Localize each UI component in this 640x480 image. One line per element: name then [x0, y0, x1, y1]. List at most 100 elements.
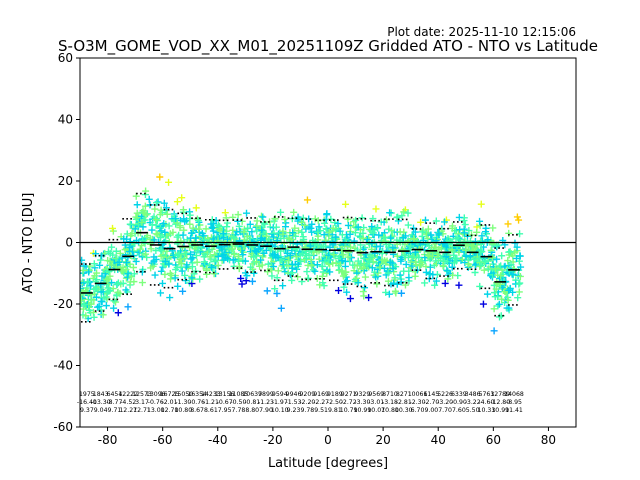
scatter-point	[216, 226, 224, 234]
scatter-point	[122, 274, 130, 282]
bin-std-label: 13.00	[147, 407, 165, 414]
scatter-point	[494, 302, 502, 310]
scatter-point	[303, 268, 311, 276]
scatter-point	[181, 271, 189, 279]
bin-count-label: 13156	[215, 391, 235, 398]
scatter-point	[509, 252, 517, 260]
scatter-point	[437, 254, 445, 262]
scatter-point	[516, 279, 524, 287]
bin-mean-label: -13.30	[91, 399, 111, 406]
y-tick-label: -40	[53, 359, 73, 373]
scatter-point	[455, 281, 463, 289]
scatter-point	[412, 261, 420, 269]
scatter-point	[509, 270, 517, 278]
scatter-point	[83, 278, 91, 286]
scatter-point	[250, 269, 258, 277]
scatter-point	[342, 200, 350, 208]
scatter-point	[94, 303, 102, 311]
scatter-point	[509, 288, 517, 296]
scatter-point	[398, 212, 406, 220]
scatter-point	[341, 257, 349, 265]
scatter-point	[242, 269, 250, 277]
scatter-point	[264, 268, 272, 276]
scatter-point	[158, 279, 166, 287]
scatter-point	[314, 232, 322, 240]
scatter-point	[178, 267, 186, 275]
scatter-point	[223, 235, 231, 243]
scatter-point	[126, 220, 134, 228]
scatter-point	[157, 234, 165, 242]
scatter-point	[369, 215, 377, 223]
scatter-point	[129, 264, 137, 272]
scatter-point	[514, 294, 522, 302]
scatter-point	[463, 232, 471, 240]
scatter-point	[329, 239, 337, 247]
scatter-point	[211, 258, 219, 266]
scatter-point	[505, 251, 513, 259]
scatter-point	[258, 261, 266, 269]
scatter-point	[516, 230, 524, 238]
scatter-point	[110, 304, 118, 312]
bin-count-label: 1975	[79, 391, 95, 398]
scatter-point	[85, 268, 93, 276]
scatter-point	[257, 256, 265, 264]
x-tick-label: 40	[431, 433, 446, 447]
scatter-point	[498, 295, 506, 303]
scatter-point	[187, 234, 195, 242]
scatter-point	[152, 216, 160, 224]
scatter-point	[157, 267, 165, 275]
scatter-point	[376, 263, 384, 271]
scatter-point	[365, 294, 373, 302]
scatter-point	[477, 200, 485, 208]
scatter-point	[466, 252, 474, 260]
scatter-point	[253, 258, 261, 266]
scatter-point	[308, 228, 316, 236]
scatter-point	[442, 253, 450, 261]
scatter-point	[104, 284, 112, 292]
scatter-point	[332, 233, 340, 241]
scatter-point	[281, 223, 289, 231]
scatter-point	[389, 264, 397, 272]
bin-count-label: 8271	[396, 391, 412, 398]
scatter-point	[330, 251, 338, 259]
scatter-point	[147, 264, 155, 272]
scatter-point	[273, 274, 281, 282]
scatter-point	[153, 199, 161, 207]
scatter-point	[365, 258, 373, 266]
scatter-point	[264, 260, 272, 268]
bin-std-label: 7.95	[218, 407, 232, 414]
bin-mean-label: -1.23	[258, 399, 274, 406]
scatter-point	[432, 277, 440, 285]
scatter-point	[193, 215, 201, 223]
scatter-point	[457, 256, 465, 264]
scatter-point	[115, 258, 123, 266]
scatter-point	[460, 217, 468, 225]
scatter-point	[329, 224, 337, 232]
scatter-point	[269, 263, 277, 271]
bin-std-label: 12.27	[119, 407, 137, 414]
scatter-point	[421, 279, 429, 287]
scatter-point	[165, 178, 173, 186]
scatter-point	[95, 302, 103, 310]
scatter-point	[180, 215, 188, 223]
scatter-point	[198, 229, 206, 237]
scatter-point	[440, 240, 448, 248]
scatter-point	[138, 218, 146, 226]
scatter-point	[497, 272, 505, 280]
bin-mean-label: -12.80	[490, 399, 510, 406]
scatter-point	[139, 223, 147, 231]
scatter-point	[97, 281, 105, 289]
bin-mean-label: -2.50	[327, 399, 343, 406]
scatter-point	[145, 195, 153, 203]
scatter-point	[85, 306, 93, 314]
scatter-point	[359, 264, 367, 272]
scatter-point	[286, 252, 294, 260]
bin-count-label: 12789	[490, 391, 510, 398]
scatter-point	[113, 280, 121, 288]
scatter-point	[151, 271, 159, 279]
scatter-point	[206, 253, 214, 261]
scatter-point	[222, 214, 230, 222]
bin-std-label: 7.90	[259, 407, 273, 414]
scatter-point	[350, 237, 358, 245]
scatter-point	[124, 270, 132, 278]
